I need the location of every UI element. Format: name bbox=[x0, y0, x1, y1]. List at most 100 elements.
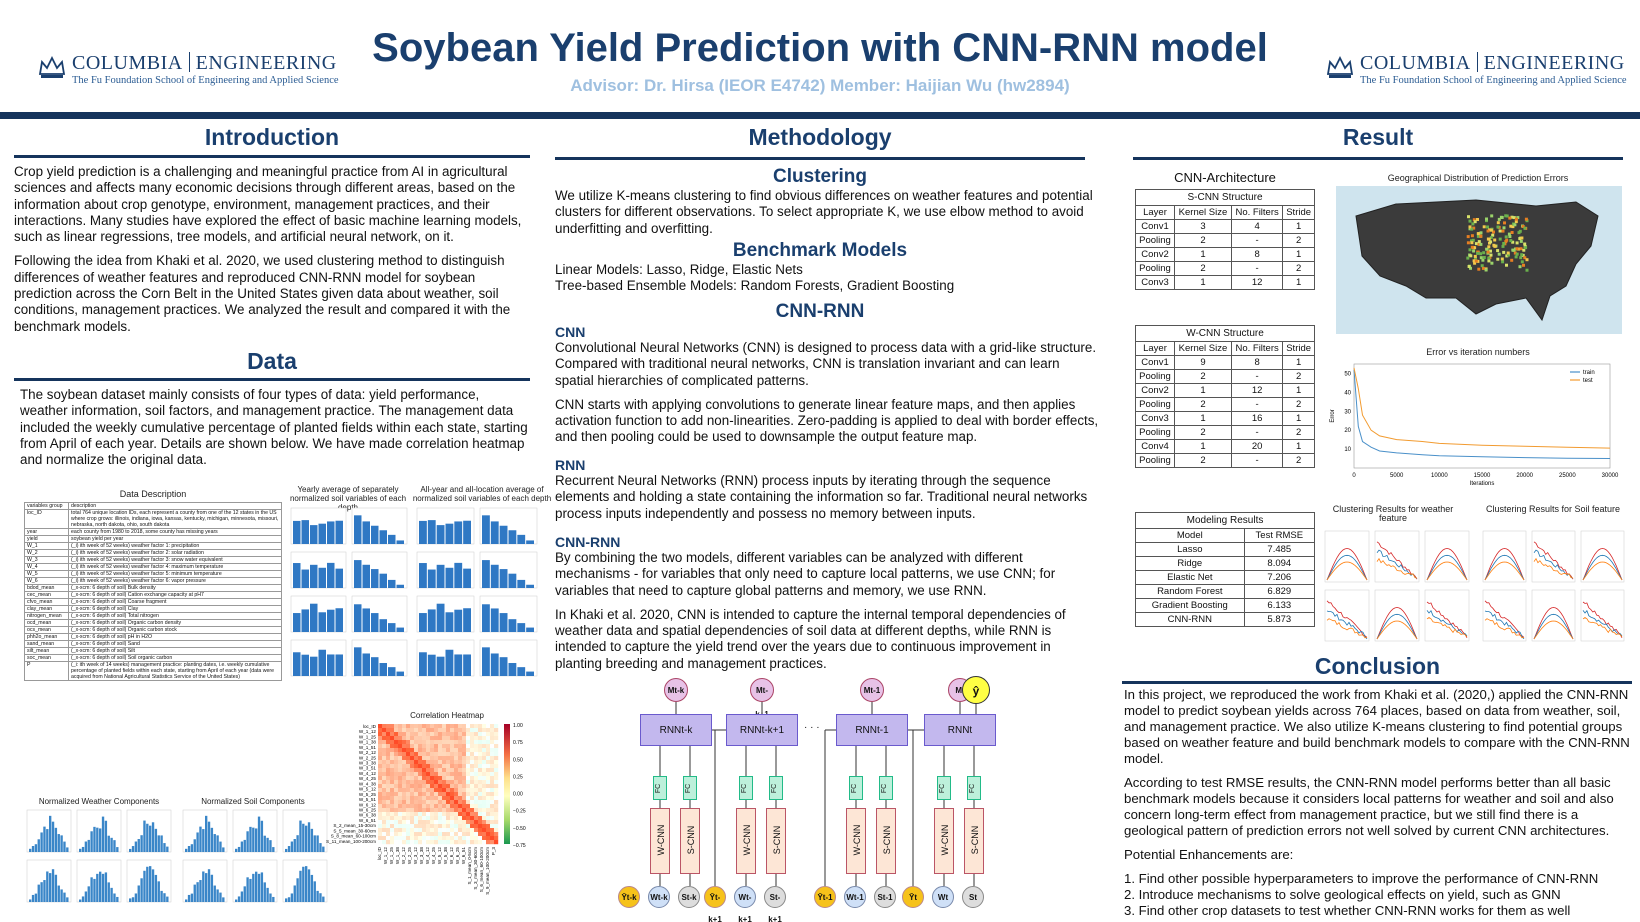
x-tick-label: 30000 bbox=[1602, 473, 1619, 479]
correlation-heatmap-title: Correlation Heatmap bbox=[410, 711, 484, 720]
desc-description: (_x-xcm: 6 depth of soil) Bulk density bbox=[68, 584, 282, 592]
table-caption: Modeling Results bbox=[1135, 512, 1315, 528]
table-cell: - bbox=[1230, 233, 1284, 248]
soil-components-title: Normalized Soil Components bbox=[201, 797, 305, 806]
benchmark-heading: Benchmark Models bbox=[732, 240, 908, 261]
desc-variable: yield bbox=[24, 535, 69, 543]
table-cell: Pooling bbox=[1135, 453, 1175, 468]
heatmap-ylabel: W_3_51 bbox=[359, 766, 377, 771]
introduction-p1: Crop yield prediction is a challenging a… bbox=[14, 164, 522, 245]
heatmap-xlabel: W_6_12 bbox=[449, 847, 454, 865]
table-cell: 7.206 bbox=[1243, 570, 1316, 585]
table-cell: Pooling bbox=[1135, 425, 1175, 440]
soil-input-node: St-k bbox=[678, 886, 700, 908]
fc-label: FC bbox=[881, 783, 889, 794]
heatmap-colorbar-tick: 0.00 bbox=[513, 792, 523, 798]
table-cell: Pooling bbox=[1135, 233, 1175, 248]
table-header-row: Layer Kernel Size No. Filters Stride bbox=[1135, 341, 1315, 356]
enhancement-list: 1. Find other possible hyperparameters t… bbox=[1124, 871, 1636, 919]
desc-header-row: variables group description bbox=[24, 502, 282, 510]
x-tick-label: 10000 bbox=[1431, 473, 1448, 479]
soil-input-node: St-1 bbox=[874, 886, 896, 908]
conclusion-p1: In this project, we reproduced the work … bbox=[1124, 687, 1630, 766]
table-cell: 16 bbox=[1230, 411, 1284, 426]
rnn-text: Recurrent Neural Networks (RNN) process … bbox=[555, 473, 1088, 521]
table-row: Elastic Net 7.206 bbox=[1135, 570, 1316, 585]
conclusion-heading: Conclusion bbox=[1314, 653, 1441, 679]
heatmap-ylabel: W_6_38 bbox=[359, 813, 377, 818]
mini-plot-grid bbox=[416, 507, 538, 677]
table-cell: 2 bbox=[1282, 233, 1315, 248]
desc-header-cell: description bbox=[68, 502, 282, 510]
cnn-rnn-diagram: Mt-k RNNt-k FC FC W-CNN S-CNN Ȳt-k Wt-k St-k Mt-k… bbox=[618, 676, 1060, 922]
soil-components-figure bbox=[180, 807, 330, 907]
table-row: Conv3 1 12 1 bbox=[1135, 275, 1315, 290]
heatmap-xlabel: W_5_38 bbox=[443, 847, 448, 865]
cnn-rnn-subheading: CNN-RNN bbox=[555, 534, 621, 550]
desc-variable: loc_ID bbox=[24, 509, 69, 529]
correlation-heatmap: loc_IDW_1_12W_1_25W_1_38W_1_51W_2_12W_2_… bbox=[326, 723, 526, 895]
weather-components-title: Normalized Weather Components bbox=[38, 797, 160, 806]
heatmap-xlabel: W_6_51 bbox=[461, 847, 466, 865]
management-input-node: Mt-k bbox=[664, 678, 688, 702]
logo-name-2: ENGINEERING bbox=[195, 52, 337, 74]
table-cell: 9 bbox=[1174, 355, 1232, 370]
s-cnn-block: S-CNN bbox=[876, 808, 896, 874]
table-header-cell: Stride bbox=[1282, 205, 1315, 220]
logo-left: COLUMBIA ENGINEERING The Fu Foundation Sc… bbox=[38, 52, 339, 86]
logo-sub: The Fu Foundation School of Engineering … bbox=[72, 75, 339, 86]
w-cnn-label: W-CNN bbox=[742, 824, 752, 856]
heatmap-ylabel: W_1_25 bbox=[359, 734, 377, 739]
desc-row: W_3 (_i) ith week of 52 weeks) weather fa… bbox=[24, 556, 282, 564]
cluster-soil-title: Clustering Results for Soil feature bbox=[1485, 504, 1621, 514]
x-tick-label: 20000 bbox=[1516, 473, 1533, 479]
rnn-cell: RNNt-k+1 bbox=[726, 714, 798, 746]
cluster-weather-title: Clustering Results for weather feature bbox=[1332, 504, 1454, 523]
data-rule bbox=[14, 378, 530, 381]
heatmap-ylabel: W_6_51 bbox=[359, 818, 377, 823]
heatmap-colorbar-tick: −0.25 bbox=[513, 809, 526, 815]
heatmap-colorbar-tick: 1.00 bbox=[513, 723, 523, 729]
table-cell: 1 bbox=[1174, 411, 1232, 426]
logo-name-1: COLUMBIA bbox=[1360, 52, 1471, 74]
x-tick-label: 5000 bbox=[1390, 473, 1404, 479]
desc-variable: sand_mean bbox=[24, 640, 69, 648]
table-row: Pooling 2-2 bbox=[1135, 233, 1315, 248]
table-row: Pooling 2-2 bbox=[1135, 425, 1315, 440]
conclusion-p2: According to test RMSE results, the CNN-… bbox=[1124, 775, 1614, 838]
heatmap-ylabel: S_5_mean_30-60cm bbox=[333, 828, 376, 833]
table-row: Conv4 1 20 1 bbox=[1135, 439, 1315, 454]
fc-label: FC bbox=[655, 783, 663, 794]
s-cnn-block: S-CNN bbox=[964, 808, 984, 874]
table-header-row: Model Test RMSE bbox=[1135, 528, 1316, 543]
desc-row: W_6 (_i) ith week of 52 weeks) weather fa… bbox=[24, 577, 282, 585]
desc-row: clay_mean (_x-xcm: 6 depth of soil) Clay bbox=[24, 605, 282, 613]
table-cell: 6.133 bbox=[1243, 598, 1316, 613]
table-cell: 2 bbox=[1174, 261, 1232, 276]
table-cell: 2 bbox=[1174, 425, 1232, 440]
weather-components-figure bbox=[24, 807, 174, 907]
rnn-cell: RNNt-1 bbox=[836, 714, 908, 746]
heatmap-colorbar-tick: −0.75 bbox=[513, 843, 526, 849]
desc-description: (_x-xcm: 6 depth of soil) Soil organic c… bbox=[68, 654, 282, 662]
table-cell: - bbox=[1230, 397, 1284, 412]
table-row: Conv1 9 8 1 bbox=[1135, 355, 1315, 370]
table-cell: 5.873 bbox=[1243, 612, 1316, 627]
desc-variable: bdod_mean bbox=[24, 584, 69, 592]
desc-variable: year bbox=[24, 528, 69, 536]
table-cell: 2 bbox=[1282, 261, 1315, 276]
mini-plot-grid bbox=[290, 507, 408, 677]
fc-layer: FC bbox=[653, 776, 667, 800]
heatmap-xlabel: W_3_38 bbox=[419, 847, 424, 865]
logo-name-2: ENGINEERING bbox=[1483, 52, 1625, 74]
table-cell: Conv3 bbox=[1135, 275, 1175, 290]
table-header-cell: No. Filters bbox=[1230, 341, 1284, 356]
s-cnn-label: S-CNN bbox=[686, 825, 696, 855]
heatmap-colorbar-tick: −0.50 bbox=[513, 826, 526, 832]
table-cell: - bbox=[1230, 425, 1284, 440]
soil-depth-figure bbox=[288, 505, 410, 680]
table-row: Conv3 1 16 1 bbox=[1135, 411, 1315, 426]
fc-layer: FC bbox=[683, 776, 697, 800]
table-cell: 12 bbox=[1230, 383, 1284, 398]
table-row: Lasso 7.485 bbox=[1135, 542, 1316, 557]
